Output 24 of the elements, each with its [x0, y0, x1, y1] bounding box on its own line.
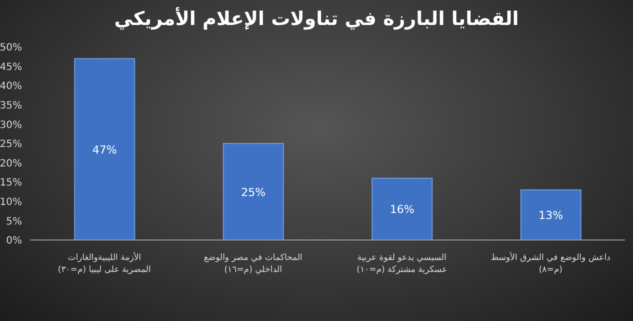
x-tick-label: الأزمة الليبيةوالغارات المصرية على ليبيا (م=٣٠) — [58, 251, 151, 275]
y-tick-label: 5% — [6, 216, 22, 228]
y-tick-label: 0% — [6, 236, 22, 247]
x-tick-label: المحاكمات في مصر والوضع الداخلي (م=١٦) — [204, 253, 302, 275]
y-tick-label: 40% — [0, 81, 22, 92]
bar — [222, 143, 284, 240]
y-tick-label: 50% — [0, 42, 22, 54]
chart-title: القضايا البارزة في تناولات الإعلام الأمريكي — [113, 8, 520, 30]
x-tick-label: السيسي يدعو لقوة عربية عسكرية مشتركة (م=١٠) — [356, 253, 448, 275]
y-tick-label: 25% — [0, 139, 22, 150]
y-tick-label: 30% — [0, 120, 22, 131]
bar — [372, 178, 433, 240]
data-label: 25% — [241, 186, 266, 199]
y-tick-label: 35% — [0, 100, 22, 112]
y-tick-label: 20% — [0, 158, 22, 170]
y-tick-label: 45% — [0, 62, 22, 73]
data-label: 47% — [92, 143, 117, 156]
bar — [74, 58, 136, 240]
data-label: 16% — [390, 203, 414, 216]
x-tick-label: داعش والوضع في الشرق الأوسط (م=٨) — [490, 251, 611, 275]
y-tick-label: 15% — [0, 178, 22, 189]
data-label: 13% — [538, 208, 564, 222]
y-tick-label: 10% — [0, 196, 22, 208]
bar — [520, 189, 582, 240]
